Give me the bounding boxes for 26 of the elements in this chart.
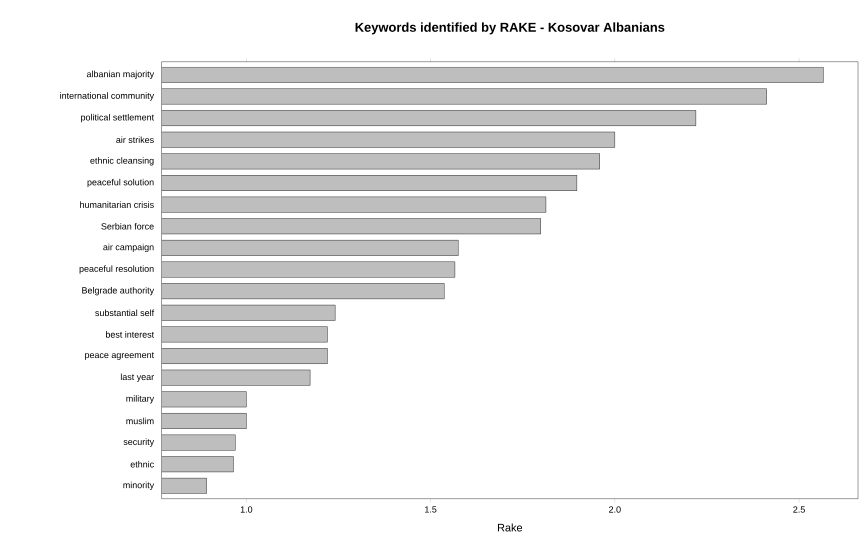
chart-title: Keywords identified by RAKE - Kosovar Albanians xyxy=(356,22,664,35)
y-tick-label: ethnic cleansing xyxy=(90,157,154,166)
y-tick-label: military xyxy=(126,395,154,404)
y-tick-label: peaceful solution xyxy=(88,178,154,188)
x-tick-label: 2.5 xyxy=(793,506,805,513)
y-tick-label: Belgrade authority xyxy=(82,287,154,296)
y-tick-label: best interest xyxy=(106,331,154,338)
x-tick-label: 2.0 xyxy=(609,506,621,513)
x-tick-label: 1.5 xyxy=(425,506,436,513)
y-tick-label: albanian majority xyxy=(86,70,154,80)
x-tick-label: 1.0 xyxy=(240,506,252,513)
y-tick-label: peaceful resolution xyxy=(80,266,154,274)
y-tick-label: security xyxy=(124,438,154,447)
y-tick-label: international community xyxy=(60,92,154,101)
y-tick-label: peace agreement xyxy=(85,352,154,360)
x-axis-title: Rake xyxy=(498,524,522,532)
y-tick-label: ethnic xyxy=(130,461,154,468)
y-tick-label: air campaign xyxy=(103,244,154,252)
y-tick-label: humanitarian crisis xyxy=(80,201,154,208)
y-tick-label: muslim xyxy=(126,418,154,424)
y-tick-label: minority xyxy=(123,482,154,490)
y-tick-label: political settlement xyxy=(81,114,154,122)
y-tick-label: Serbian force xyxy=(101,223,154,230)
y-tick-label: air strikes xyxy=(116,136,154,144)
y-tick-label: last year xyxy=(120,374,154,382)
y-tick-label: substantial self xyxy=(95,310,154,316)
